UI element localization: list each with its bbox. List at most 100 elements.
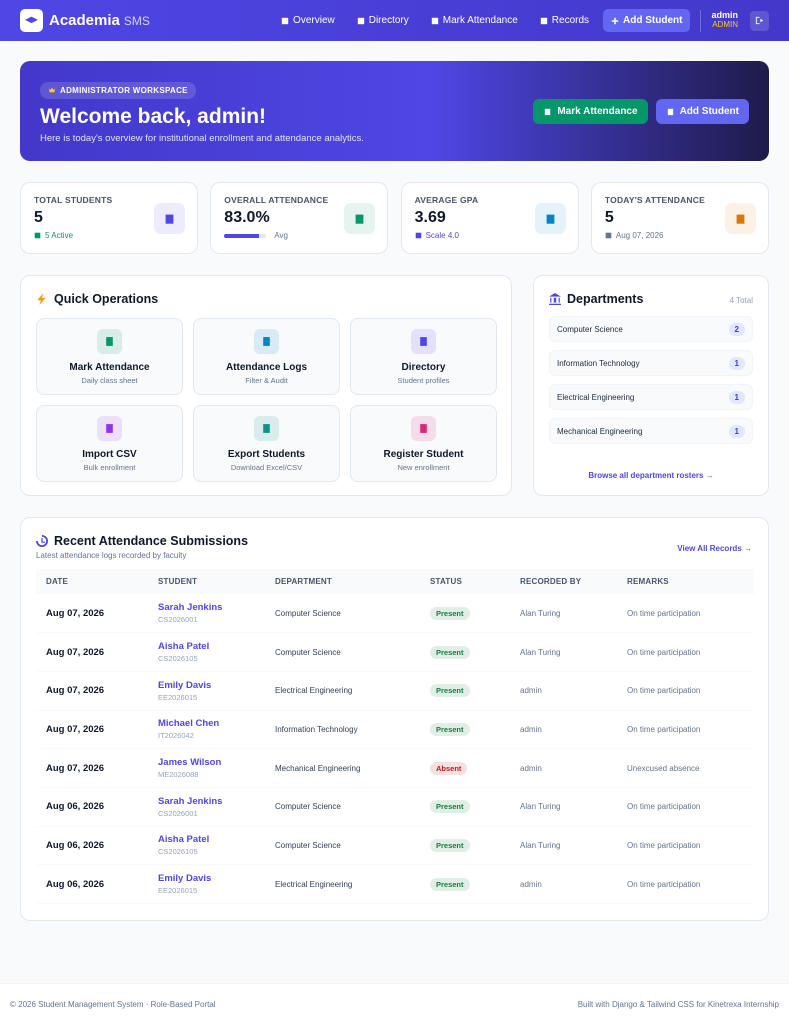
student-id: EE2026015 [158, 692, 198, 702]
quick-op-title: Import CSV [82, 449, 137, 460]
nav-link[interactable]: Records [532, 9, 597, 32]
icon [736, 214, 745, 224]
record-row: Aug 07, 2026 Aisha Patel CS2026105 Computer… [36, 632, 754, 672]
quick-op-icon [411, 329, 436, 354]
icon [34, 232, 41, 239]
date-cell: Aug 06, 2026 [36, 787, 148, 827]
remarks-cell: On time participation [617, 594, 754, 634]
stat-value: 83.0% [224, 209, 270, 226]
quick-op-icon [97, 329, 122, 354]
icon [545, 108, 551, 116]
icon [25, 16, 38, 24]
hero-button[interactable]: Mark Attendance [533, 99, 648, 124]
column-header: RECORDED BY [510, 569, 617, 594]
record-row: Aug 07, 2026 Emily Davis EE2026015 Electric… [36, 671, 754, 711]
department-total: 4 Total [729, 296, 753, 305]
stat-note-text: Aug 07, 2026 [615, 231, 664, 240]
stat-label: TODAY'S ATTENDANCE [604, 195, 705, 205]
quick-op-icon [97, 416, 122, 441]
logout-button[interactable] [750, 10, 769, 31]
student-name[interactable]: Aisha Patel [158, 834, 210, 846]
department-row[interactable]: Computer Science 2 [549, 316, 753, 342]
quick-op[interactable]: Directory Student profiles [350, 318, 497, 395]
student-name[interactable]: Sarah Jenkins [158, 795, 223, 807]
student-cell: Emily Davis EE2026015 [148, 864, 265, 904]
hero-subtitle: Here is today's overview for institution… [40, 133, 364, 144]
icon [546, 214, 554, 224]
nav-add-student[interactable]: Add Student [603, 9, 691, 32]
student-name[interactable]: Emily Davis [158, 873, 212, 885]
quick-op[interactable]: Attendance Logs Filter & Audit [193, 318, 340, 395]
quick-op-title: Export Students [227, 449, 306, 460]
footer-left: © 2026 Student Management System · Role-… [10, 999, 216, 1009]
nav-link-text: Records [551, 15, 590, 26]
nav-link-text: Mark Attendance [442, 15, 518, 26]
department-row[interactable]: Mechanical Engineering 1 [549, 418, 753, 444]
nav-cta-text: Add Student [623, 15, 683, 26]
status-pill: Present [430, 645, 470, 659]
quick-op[interactable]: Register Student New enrollment [350, 405, 497, 482]
view-all-link[interactable]: View All Records → [677, 544, 752, 553]
nav-link[interactable]: Overview [273, 9, 343, 32]
status-pill: Present [430, 800, 470, 814]
user-role: ADMIN [712, 20, 738, 30]
department-cell: Computer Science [265, 787, 420, 827]
date-cell: Aug 07, 2026 [36, 632, 148, 672]
icon [415, 232, 421, 239]
department-row[interactable]: Electrical Engineering 1 [549, 384, 753, 410]
icon [611, 17, 619, 24]
stat-card: OVERALL ATTENDANCE 83.0% Avg [210, 182, 389, 254]
hero-button[interactable]: Add Student [655, 99, 749, 124]
student-name[interactable]: Michael Chen [158, 718, 220, 730]
department-cell: Electrical Engineering [265, 671, 420, 711]
hero: ADMINISTRATOR WORKSPACE Welcome back, adm… [20, 61, 769, 161]
recent-submissions: Recent Attendance Submissions Latest atte… [20, 517, 769, 921]
remarks-cell: On time participation [617, 632, 754, 672]
stat-icon [344, 203, 376, 234]
recorded-by-cell: admin [510, 671, 617, 711]
student-name[interactable]: Aisha Patel [158, 641, 210, 653]
icon [605, 232, 612, 239]
status-cell: Present [420, 826, 510, 866]
icon [420, 337, 427, 346]
student-name[interactable]: Sarah Jenkins [158, 602, 223, 614]
card-subtitle: Latest attendance logs recorded by facul… [36, 551, 187, 560]
department-count: 1 [728, 390, 745, 404]
status-pill: Present [430, 684, 470, 698]
student-name[interactable]: James Wilson [158, 757, 222, 769]
recorded-by-cell: Alan Turing [510, 632, 617, 672]
status-pill: Present [430, 877, 470, 891]
quick-op[interactable]: Import CSV Bulk enrollment [36, 405, 183, 482]
quick-op[interactable]: Export Students Download Excel/CSV [193, 405, 340, 482]
status-cell: Present [420, 710, 510, 750]
record-row: Aug 07, 2026 Sarah Jenkins CS2026001 Comput… [36, 594, 754, 634]
status-cell: Present [420, 632, 510, 672]
department-row[interactable]: Information Technology 1 [549, 350, 753, 376]
department-link[interactable]: Browse all department rosters → [588, 471, 714, 480]
icon [37, 293, 46, 305]
remarks-cell: On time participation [617, 826, 754, 866]
student-name[interactable]: Emily Davis [158, 679, 212, 691]
status-cell: Present [420, 594, 510, 634]
stat-value: 5 [604, 209, 614, 226]
stat-note-text: 5 Active [45, 231, 74, 240]
department-cell: Computer Science [265, 826, 420, 866]
status-pill: Present [430, 606, 470, 620]
student-cell: Sarah Jenkins CS2026001 [148, 594, 265, 634]
nav-link[interactable]: Mark Attendance [423, 9, 526, 32]
record-row: Aug 06, 2026 Emily Davis EE2026015 Electric… [36, 864, 754, 904]
student-id: CS2026001 [158, 615, 198, 625]
nav-link[interactable]: Directory [349, 9, 417, 32]
nav-link-text: Directory [368, 15, 409, 26]
recorded-by-cell: Alan Turing [510, 787, 617, 827]
date-cell: Aug 07, 2026 [36, 594, 148, 634]
icon [667, 108, 673, 116]
record-row: Aug 06, 2026 Sarah Jenkins CS2026001 Comput… [36, 787, 754, 827]
quick-op[interactable]: Mark Attendance Daily class sheet [36, 318, 183, 395]
status-cell: Present [420, 671, 510, 711]
recorded-by-cell: admin [510, 748, 617, 788]
column-header: STATUS [420, 569, 510, 594]
badge: ADMINISTRATOR WORKSPACE [40, 81, 196, 99]
quick-grid: Mark Attendance Daily class sheet Attendan… [36, 318, 497, 482]
column-header: DATE [36, 569, 148, 594]
